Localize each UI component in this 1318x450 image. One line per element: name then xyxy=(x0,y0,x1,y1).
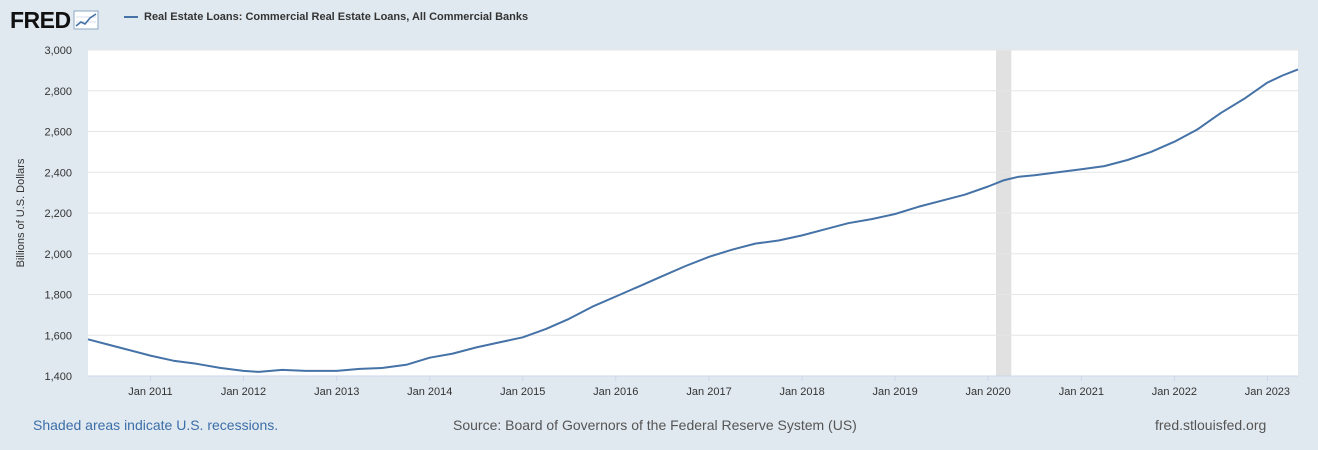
source-note: Source: Board of Governors of the Federa… xyxy=(453,417,857,433)
x-tick-label: Jan 2022 xyxy=(1152,386,1197,398)
x-tick-label: Jan 2016 xyxy=(593,386,638,398)
legend-swatch xyxy=(124,16,138,18)
y-tick-label: 1,800 xyxy=(44,290,72,302)
y-tick-label: 2,200 xyxy=(44,208,72,220)
y-tick-label: 3,000 xyxy=(44,45,72,57)
x-tick-label: Jan 2023 xyxy=(1245,386,1290,398)
legend-series-label: Real Estate Loans: Commercial Real Estat… xyxy=(144,11,529,23)
x-tick-label: Jan 2021 xyxy=(1059,386,1104,398)
chart-line-icon xyxy=(73,10,99,30)
x-tick-label: Jan 2011 xyxy=(128,386,172,398)
x-tick-label: Jan 2014 xyxy=(407,386,452,398)
x-tick-label: Jan 2012 xyxy=(221,386,266,398)
y-axis-title: Billions of U.S. Dollars xyxy=(15,158,27,267)
x-tick-label: Jan 2017 xyxy=(686,386,731,398)
fred-logo-text: FRED xyxy=(10,7,71,33)
series-line xyxy=(87,68,1299,373)
fred-logo[interactable]: FRED xyxy=(10,8,99,32)
y-tick-label: 2,400 xyxy=(44,167,72,179)
y-tick-label: 1,600 xyxy=(44,330,72,342)
x-tick-label: Jan 2015 xyxy=(500,386,545,398)
y-tick-label: 2,600 xyxy=(44,127,72,139)
chart-legend: Real Estate Loans: Commercial Real Estat… xyxy=(124,11,528,23)
recession-note-link[interactable]: Shaded areas indicate U.S. recessions. xyxy=(33,417,279,433)
x-tick-label: Jan 2013 xyxy=(314,386,359,398)
x-tick-label: Jan 2018 xyxy=(779,386,824,398)
y-tick-label: 2,000 xyxy=(44,249,72,261)
x-tick-label: Jan 2020 xyxy=(965,386,1010,398)
y-tick-label: 2,800 xyxy=(44,86,72,98)
y-tick-label: 1,400 xyxy=(44,371,72,383)
y-axis: 1,400 1,600 1,800 2,000 2,200 2,400 2,600 2,800… xyxy=(44,45,72,383)
x-axis: Jan 2011 Jan 2012 Jan 2013 Jan 2014 Jan 2015… xyxy=(128,376,1290,398)
x-tick-label: Jan 2019 xyxy=(872,386,917,398)
gridlines xyxy=(88,49,1298,377)
site-link[interactable]: fred.stlouisfed.org xyxy=(1155,417,1267,433)
